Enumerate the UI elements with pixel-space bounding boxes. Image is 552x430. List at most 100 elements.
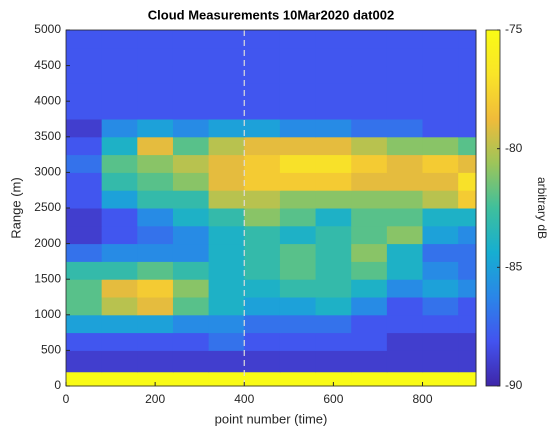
- heatmap-cell: [66, 154, 103, 173]
- heatmap-cell: [279, 119, 317, 138]
- heatmap-cell: [422, 350, 459, 373]
- heatmap-cell: [244, 30, 281, 49]
- heatmap-cell: [386, 279, 424, 298]
- heatmap-cell: [137, 279, 174, 298]
- heatmap-cell: [422, 47, 459, 67]
- heatmap-cell: [66, 47, 103, 67]
- heatmap-cell: [66, 314, 103, 334]
- heatmap-cell: [137, 190, 174, 209]
- y-tick-label: 1500: [34, 271, 61, 285]
- heatmap-cell: [66, 225, 103, 245]
- heatmap-cell: [315, 47, 352, 67]
- heatmap-cell: [351, 101, 388, 120]
- heatmap-cell: [137, 47, 174, 67]
- heatmap-cell: [172, 101, 210, 120]
- heatmap-cell: [458, 101, 477, 120]
- heatmap-cell: [422, 332, 459, 351]
- heatmap-cell: [101, 371, 138, 387]
- heatmap-cell: [66, 30, 103, 49]
- heatmap-cell: [279, 30, 317, 49]
- heatmap-cell: [458, 136, 477, 156]
- heatmap-cell: [137, 154, 174, 173]
- heatmap-cell: [422, 83, 459, 102]
- heatmap-cell: [66, 119, 103, 138]
- heatmap-cell: [172, 243, 210, 262]
- heatmap-cell: [386, 83, 424, 102]
- heatmap-cell: [137, 371, 174, 387]
- heatmap-cell: [422, 243, 459, 262]
- heatmap-cell: [244, 225, 281, 245]
- heatmap-cell: [137, 297, 174, 316]
- heatmap-cell: [386, 172, 424, 191]
- heatmap-cell: [208, 297, 245, 316]
- heatmap-cell: [101, 314, 138, 334]
- heatmap-cell: [458, 65, 477, 84]
- heatmap-cell: [66, 261, 103, 280]
- heatmap-cell: [315, 261, 352, 280]
- heatmap-cell: [66, 279, 103, 298]
- y-tick-label: 3000: [34, 165, 61, 179]
- heatmap-cell: [279, 190, 317, 209]
- heatmap-cell: [66, 136, 103, 156]
- heatmap-cell: [101, 30, 138, 49]
- heatmap-cell: [458, 332, 477, 351]
- heatmap-cell: [101, 261, 138, 280]
- heatmap-cell: [315, 101, 352, 120]
- heatmap-cell: [351, 225, 388, 245]
- heatmap-cell: [315, 136, 352, 156]
- heatmap-cell: [66, 83, 103, 102]
- heatmap-cell: [422, 314, 459, 334]
- heatmap-cell: [208, 83, 245, 102]
- heatmap-cell: [315, 154, 352, 173]
- heatmap-cell: [279, 65, 317, 84]
- heatmap-cell: [172, 65, 210, 84]
- heatmap-cell: [172, 371, 210, 387]
- heatmap-cell: [422, 225, 459, 245]
- heatmap-cell: [386, 332, 424, 351]
- heatmap-cell: [244, 371, 281, 387]
- heatmap-cell: [458, 190, 477, 209]
- heatmap-cell: [279, 83, 317, 102]
- heatmap-cell: [244, 350, 281, 373]
- heatmap-cell: [208, 350, 245, 373]
- heatmap-cell: [458, 279, 477, 298]
- heatmap-cell: [137, 208, 174, 227]
- heatmap-cell: [137, 243, 174, 262]
- y-tick-label: 2500: [34, 200, 61, 214]
- heatmap-cell: [172, 332, 210, 351]
- heatmap-cell: [172, 47, 210, 67]
- heatmap-cell: [101, 297, 138, 316]
- y-axis-label: Range (m): [8, 177, 23, 238]
- heatmap-cell: [386, 136, 424, 156]
- colorbar: [485, 29, 501, 387]
- heatmap-cell: [101, 332, 138, 351]
- heatmap-cell: [279, 154, 317, 173]
- heatmap-cell: [386, 208, 424, 227]
- heatmap-cell: [137, 30, 174, 49]
- heatmap-cell: [315, 297, 352, 316]
- heatmap-cell: [101, 208, 138, 227]
- heatmap-cell: [351, 332, 388, 351]
- heatmap-cell: [244, 136, 281, 156]
- heatmap-cell: [279, 172, 317, 191]
- x-tick-label: 400: [234, 392, 254, 406]
- heatmap-cell: [137, 314, 174, 334]
- heatmap-cell: [208, 314, 245, 334]
- heatmap-cell: [422, 101, 459, 120]
- heatmap-cell: [244, 65, 281, 84]
- heatmap-cell: [101, 47, 138, 67]
- heatmap-cell: [208, 101, 245, 120]
- heatmap-cell: [279, 136, 317, 156]
- heatmap-cell: [422, 279, 459, 298]
- heatmap-cell: [279, 225, 317, 245]
- heatmap-cell: [101, 172, 138, 191]
- heatmap-cell: [101, 279, 138, 298]
- heatmap-cell: [208, 279, 245, 298]
- heatmap-cell: [208, 65, 245, 84]
- heatmap-cell: [315, 243, 352, 262]
- heatmap-cell: [279, 261, 317, 280]
- heatmap-cell: [351, 279, 388, 298]
- heatmap-cell: [244, 314, 281, 334]
- heatmap-cell: [244, 83, 281, 102]
- x-tick-label: 600: [323, 392, 343, 406]
